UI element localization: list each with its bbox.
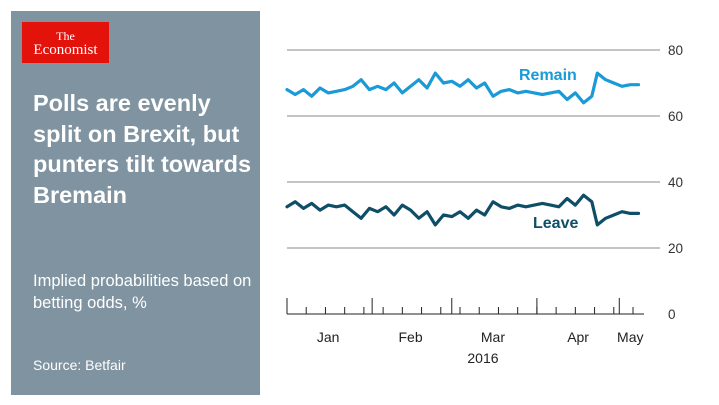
y-tick-label: 40 <box>668 175 683 190</box>
x-tick-label: Apr <box>567 329 589 345</box>
y-tick-label: 60 <box>668 109 683 124</box>
x-tick-label: Feb <box>399 329 423 345</box>
series-line-leave <box>285 193 641 227</box>
chart-headline: Polls are evenly split on Brexit, but pu… <box>33 90 252 208</box>
source-note: Source: Betfair <box>33 357 126 373</box>
series-label-leave: Leave <box>533 215 578 232</box>
y-tick-label: 20 <box>668 241 683 256</box>
y-tick-label: 80 <box>668 43 683 58</box>
title-panel <box>11 11 260 395</box>
logo-line-2: Economist <box>33 41 98 58</box>
x-tick-label: Jan <box>317 329 340 345</box>
x-year-label: 2016 <box>467 350 498 366</box>
series-line-remain <box>285 71 641 105</box>
chart-subtitle: Implied probabilities based on betting o… <box>33 272 252 312</box>
logo-line-1: The <box>56 28 75 43</box>
y-tick-label: 0 <box>668 307 676 322</box>
series-label-remain: Remain <box>519 67 577 84</box>
x-tick-label: May <box>617 329 643 345</box>
x-tick-label: Mar <box>481 329 505 345</box>
economist-logo: The Economist <box>22 22 109 63</box>
